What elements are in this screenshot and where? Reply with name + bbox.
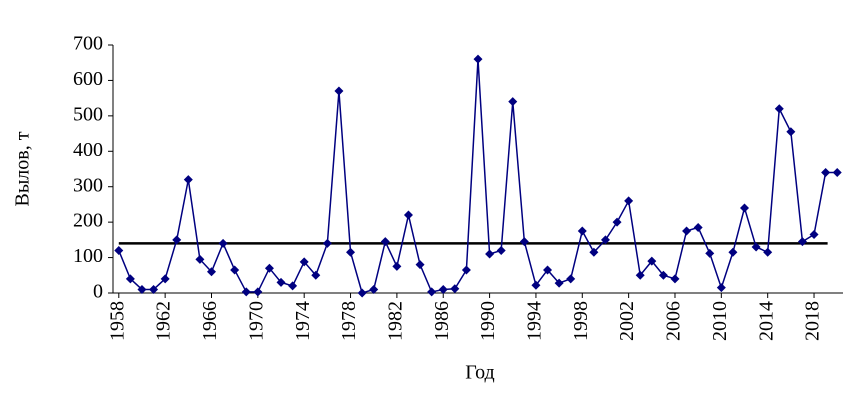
marker	[253, 287, 263, 297]
marker	[172, 235, 182, 245]
marker	[658, 270, 668, 280]
marker	[380, 237, 390, 247]
x-axis-label: Год	[465, 362, 494, 384]
marker	[763, 247, 773, 257]
marker	[218, 238, 228, 248]
marker	[450, 284, 460, 294]
marker	[809, 230, 819, 240]
marker	[716, 283, 726, 293]
marker	[334, 86, 344, 96]
y-tick-label: 200	[73, 210, 103, 232]
marker	[438, 284, 448, 294]
x-tick-label: 1998	[570, 301, 592, 341]
x-tick-label: 2018	[802, 301, 824, 341]
marker	[774, 104, 784, 114]
marker	[543, 265, 553, 275]
marker	[276, 277, 286, 287]
marker	[728, 247, 738, 257]
marker	[821, 168, 831, 178]
marker	[786, 127, 796, 137]
marker	[369, 284, 379, 294]
marker	[496, 245, 506, 255]
marker	[415, 260, 425, 270]
x-tick-label: 1974	[292, 301, 314, 341]
x-tick-label: 2010	[709, 301, 731, 341]
marker	[519, 237, 529, 247]
marker	[461, 265, 471, 275]
marker	[740, 203, 750, 213]
x-tick-label: 1970	[245, 301, 267, 341]
marker	[206, 267, 216, 277]
x-tick-label: 2014	[755, 301, 777, 341]
marker	[473, 54, 483, 64]
marker	[195, 254, 205, 264]
x-tick-label: 1978	[338, 301, 360, 341]
marker	[635, 270, 645, 280]
marker	[322, 238, 332, 248]
x-tick-label: 2002	[616, 301, 638, 341]
marker	[577, 226, 587, 236]
x-tick-label: 1966	[199, 301, 221, 341]
marker	[647, 256, 657, 266]
marker	[508, 97, 518, 107]
y-tick-label: 500	[73, 103, 103, 125]
marker	[183, 175, 193, 185]
marker	[832, 168, 842, 178]
x-tick-label: 1986	[431, 301, 453, 341]
series-line	[118, 59, 838, 294]
y-tick-label: 0	[93, 281, 103, 303]
marker	[137, 284, 147, 294]
marker	[670, 274, 680, 284]
marker	[485, 249, 495, 259]
marker	[160, 274, 170, 284]
marker	[693, 222, 703, 232]
marker	[403, 210, 413, 220]
marker	[392, 261, 402, 271]
y-tick-label: 600	[73, 68, 103, 90]
marker	[241, 287, 251, 297]
marker	[114, 245, 124, 255]
marker	[612, 217, 622, 227]
y-tick-label: 300	[73, 174, 103, 196]
y-axis-label: Вылов, т	[12, 131, 34, 206]
y-tick-label: 700	[73, 33, 103, 55]
x-tick-label: 1958	[106, 301, 128, 341]
marker	[346, 247, 356, 257]
marker	[288, 281, 298, 291]
marker	[149, 284, 159, 294]
marker	[624, 196, 634, 206]
y-tick-label: 400	[73, 139, 103, 161]
x-tick-label: 2006	[663, 301, 685, 341]
x-tick-label: 1990	[477, 301, 499, 341]
marker	[600, 235, 610, 245]
marker	[531, 280, 541, 290]
marker	[751, 242, 761, 252]
marker	[705, 248, 715, 258]
marker	[357, 288, 367, 298]
x-tick-label: 1994	[524, 301, 546, 341]
marker	[230, 265, 240, 275]
marker	[264, 263, 274, 273]
marker	[554, 278, 564, 288]
marker	[299, 257, 309, 267]
x-tick-label: 1962	[153, 301, 175, 341]
marker	[566, 274, 576, 284]
marker	[311, 270, 321, 280]
marker	[797, 237, 807, 247]
marker	[589, 247, 599, 257]
marker	[125, 274, 135, 284]
x-tick-label: 1982	[384, 301, 406, 341]
marker	[682, 226, 692, 236]
marker	[427, 287, 437, 297]
y-tick-label: 100	[73, 245, 103, 267]
